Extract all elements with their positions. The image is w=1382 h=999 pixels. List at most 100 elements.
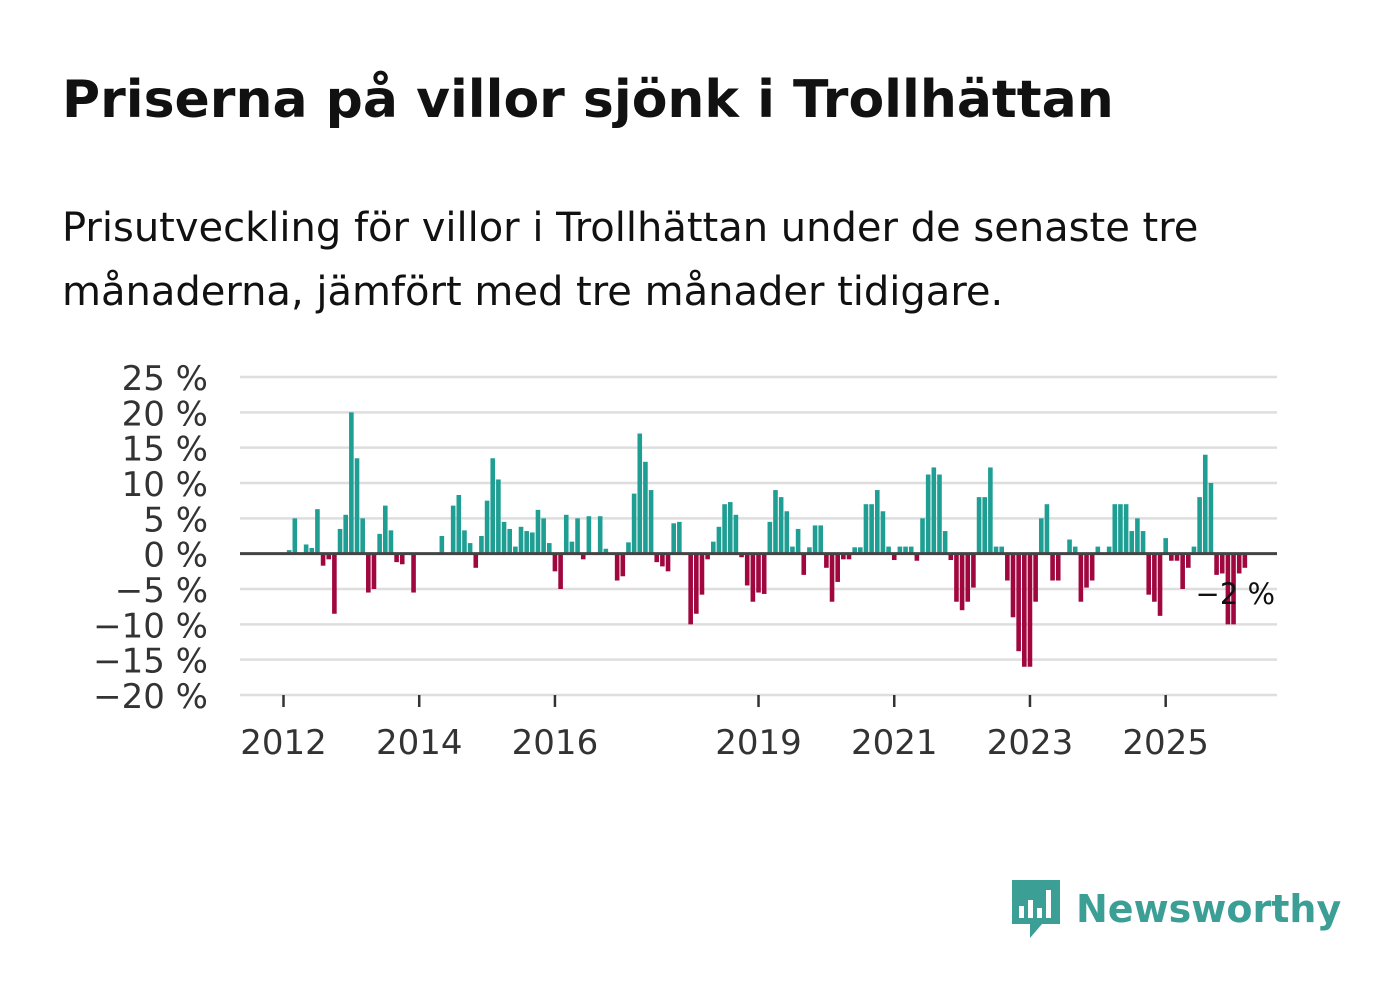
- bar: [479, 536, 484, 554]
- x-tick-label: 2019: [715, 723, 802, 763]
- chart-subtitle: Prisutveckling för villor i Trollhättan …: [62, 205, 1199, 315]
- bar: [631, 493, 637, 554]
- bar: [546, 543, 552, 554]
- bar: [993, 546, 999, 554]
- bar: [626, 542, 631, 554]
- bar: [903, 546, 908, 554]
- bar: [671, 523, 676, 554]
- bar: [292, 518, 298, 554]
- bar: [1038, 518, 1044, 554]
- y-tick-label: −10 %: [93, 606, 208, 646]
- bar: [388, 530, 394, 554]
- bar: [846, 553, 852, 560]
- bar: [371, 553, 377, 589]
- bar: [891, 553, 897, 561]
- brand-name: Newsworthy: [1076, 887, 1342, 931]
- bar: [767, 521, 773, 554]
- bar: [1044, 504, 1050, 554]
- bar: [959, 553, 965, 611]
- bar: [541, 518, 546, 554]
- bar: [643, 461, 648, 554]
- bar: [603, 548, 609, 554]
- bar: [722, 504, 727, 554]
- bar: [315, 509, 320, 554]
- bar: [818, 525, 824, 554]
- bar: [948, 553, 954, 561]
- bar: [303, 544, 309, 554]
- bar: [450, 505, 456, 554]
- bar: [394, 553, 399, 563]
- bar: [360, 518, 365, 554]
- bar: [1084, 553, 1089, 588]
- bar: [507, 528, 512, 554]
- bar: [467, 543, 473, 554]
- bar: [1191, 546, 1197, 554]
- bar: [1197, 497, 1202, 554]
- bar: [886, 546, 891, 554]
- bar: [710, 541, 716, 554]
- bar: [411, 553, 416, 593]
- bar: [665, 553, 671, 572]
- bar: [1163, 538, 1168, 554]
- bar: [942, 531, 948, 554]
- bar: [971, 553, 976, 588]
- x-tick-label: 2014: [376, 723, 463, 763]
- bar: [456, 495, 462, 554]
- y-tick-label: 5 %: [143, 500, 208, 540]
- newsworthy-logo-icon: [1012, 880, 1060, 938]
- y-tick-label: 25 %: [122, 359, 208, 399]
- bar: [354, 458, 360, 554]
- bar: [694, 553, 699, 614]
- bar: [580, 553, 586, 560]
- bar: [654, 553, 660, 563]
- bar: [530, 532, 535, 554]
- bar: [648, 490, 654, 554]
- bar: [1005, 553, 1010, 581]
- bar: [982, 497, 988, 554]
- bar: [988, 467, 993, 554]
- bar: [829, 553, 835, 602]
- bar: [965, 553, 971, 602]
- bar: [852, 547, 857, 554]
- annotation-label: −2 %: [1196, 577, 1276, 611]
- bar: [1231, 553, 1236, 625]
- bar: [1078, 553, 1084, 602]
- bar: [343, 514, 348, 554]
- x-tick-label: 2023: [987, 723, 1074, 763]
- bar: [778, 497, 784, 554]
- bar: [1225, 553, 1231, 625]
- bar: [524, 531, 529, 554]
- bar: [801, 553, 807, 575]
- bar: [614, 553, 620, 581]
- bar: [807, 547, 812, 554]
- y-tick-label: 0 %: [143, 536, 208, 576]
- bar: [920, 518, 925, 554]
- bar: [1214, 553, 1219, 575]
- bar: [490, 458, 496, 554]
- bar: [880, 511, 886, 554]
- bar: [1186, 553, 1191, 568]
- bar: [382, 505, 388, 554]
- bar: [795, 528, 801, 554]
- bar: [496, 479, 501, 554]
- bar: [660, 553, 665, 567]
- bar: [462, 530, 467, 554]
- bar: [518, 526, 524, 554]
- bar: [1157, 553, 1163, 616]
- bar: [286, 550, 292, 554]
- bar: [705, 553, 710, 560]
- bar: [841, 553, 846, 560]
- bar: [1129, 531, 1135, 554]
- bar: [586, 516, 592, 554]
- bar: [773, 490, 778, 554]
- bar: [931, 467, 937, 554]
- bar: [309, 548, 315, 554]
- bar: [513, 546, 518, 554]
- bar: [1095, 546, 1101, 554]
- bar: [569, 541, 575, 554]
- y-tick-label: −15 %: [93, 642, 208, 682]
- bar: [1242, 553, 1248, 568]
- bar: [575, 518, 580, 554]
- bar: [790, 546, 795, 554]
